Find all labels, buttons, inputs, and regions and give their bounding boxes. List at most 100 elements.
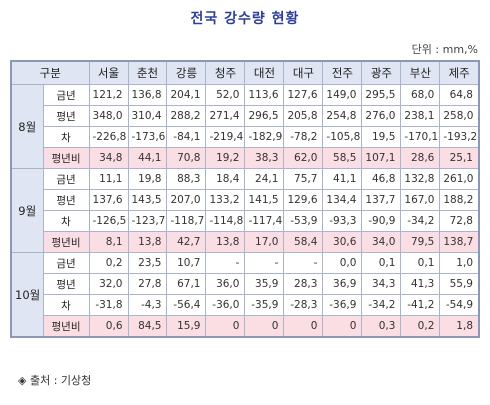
table-cell: 13,8 — [127, 231, 168, 253]
table-cell: 88,3 — [166, 168, 207, 190]
table-cell: 0 — [244, 315, 285, 338]
table-cell: 1,8 — [439, 315, 480, 338]
header-city: 광주 — [361, 60, 402, 85]
table-cell: 34,3 — [361, 273, 402, 295]
table-row: 평년비 34,8 44,1 70,8 19,2 38,3 62,0 58,5 107,1 28,6… — [11, 147, 480, 169]
row-label: 평년 — [42, 273, 90, 295]
table-cell: -173,6 — [127, 126, 168, 148]
table-cell: -219,4 — [205, 126, 246, 148]
table-cell: 121,2 — [88, 84, 129, 106]
header-row: 구분 서울 춘천 강릉 청주 대전 대구 전주 광주 부산 제주 — [10, 60, 480, 85]
table-cell: 0,3 — [361, 315, 402, 338]
table-row: 10월 금년 0,2 23,5 10,7- - -0,0 0,1 0,1 1,0 — [10, 252, 480, 338]
table-cell: 1,0 — [439, 252, 480, 274]
table-cell: 67,1 — [166, 273, 207, 295]
table-cell: 36,0 — [205, 273, 246, 295]
table-cell: 19,2 — [205, 147, 246, 169]
table-cell: -84,1 — [166, 126, 207, 148]
table-cell: 129,6 — [283, 189, 324, 211]
header-city: 전주 — [322, 60, 363, 85]
table-cell: 70,8 — [166, 147, 207, 169]
table-row: 평년 137,6 143,5 207,0 133,2 141,5 129,6 134,4 137… — [11, 189, 480, 211]
table-row: 9월 금년 11,1 19,8 88,3 18,4 24,1 75,7 41,1 46,8 132,… — [10, 168, 480, 253]
table-cell: 261,0 — [439, 168, 480, 190]
row-label: 평년비 — [42, 315, 90, 338]
table-cell: 36,9 — [322, 273, 363, 295]
table-cell: -4,3 — [127, 294, 168, 316]
table-cell: 107,1 — [361, 147, 402, 169]
month-label: 8월 — [10, 84, 44, 169]
page-title: 전국 강수량 현황 — [190, 11, 300, 27]
table-cell: 254,8 — [322, 105, 363, 127]
table-cell: -170,1 — [400, 126, 441, 148]
row-label: 차 — [42, 294, 90, 316]
table-cell: -182,9 — [244, 126, 285, 148]
table-cell: 35,9 — [244, 273, 285, 295]
table-cell: 238,1 — [400, 105, 441, 127]
table-row: 평년 348,0 310,4 288,2 271,4 296,5 205,8 254,8 276… — [11, 105, 480, 127]
table-cell: 25,1 — [439, 147, 480, 169]
table-cell: 207,0 — [166, 189, 207, 211]
header-city: 대구 — [283, 60, 324, 85]
table-cell: 42,7 — [166, 231, 207, 253]
table-cell: -56,4 — [166, 294, 207, 316]
row-label: 평년비 — [42, 231, 90, 253]
table-cell: -78,2 — [283, 126, 324, 148]
table-cell: 271,4 — [205, 105, 246, 127]
table-cell: 41,3 — [400, 273, 441, 295]
table-cell: 288,2 — [166, 105, 207, 127]
table-cell: 19,5 — [361, 126, 402, 148]
table-cell: 0,6 — [88, 315, 129, 338]
table-cell: -90,9 — [361, 210, 402, 232]
table-cell: 17,0 — [244, 231, 285, 253]
table-cell: 72,8 — [439, 210, 480, 232]
table-cell: 113,6 — [244, 84, 285, 106]
table-cell: 13,8 — [205, 231, 246, 253]
table-cell: 138,7 — [439, 231, 480, 253]
table-cell: 0,0 — [322, 252, 363, 274]
table-cell: 84,5 — [127, 315, 168, 338]
table-cell: 18,4 — [205, 168, 246, 190]
table-cell: 134,4 — [322, 189, 363, 211]
table-cell: -118,7 — [166, 210, 207, 232]
table-cell: 127,6 — [283, 84, 324, 106]
header-city: 제주 — [439, 60, 480, 85]
table-cell: -28,3 — [283, 294, 324, 316]
table-row: 차 -126,5 -123,7 -118,7 -114,8 -117,4 -53,9 -93,… — [11, 210, 480, 232]
table-row: 차 -31,8 -4,3 -56,4 -36,0 -35,9 -28,3 -36,9 -34,2… — [11, 294, 480, 316]
table-cell: -36,0 — [205, 294, 246, 316]
table-cell: 348,0 — [88, 105, 129, 127]
row-label: 금년 — [42, 252, 90, 274]
table-row: 평년비 8,1 13,8 42,7 13,8 17,0 58,4 30,6 34,0 79,5 13… — [11, 231, 480, 253]
table-cell: -54,9 — [439, 294, 480, 316]
table-cell: -53,9 — [283, 210, 324, 232]
table-cell: 11,1 — [88, 168, 129, 190]
table-cell: 28,6 — [400, 147, 441, 169]
table-cell: 137,6 — [88, 189, 129, 211]
header-city: 부산 — [400, 60, 441, 85]
table-cell: 296,5 — [244, 105, 285, 127]
precipitation-table: 구분 서울 춘천 강릉 청주 대전 대구 전주 광주 부산 제주 8월 금년 121… — [10, 60, 480, 338]
table-cell: 204,1 — [166, 84, 207, 106]
row-label: 금년 — [42, 168, 90, 190]
table-cell: -36,9 — [322, 294, 363, 316]
table-cell: 136,8 — [127, 84, 168, 106]
unit-label: 단위 : mm,% — [411, 43, 478, 56]
table-cell: - — [244, 252, 285, 274]
header-city: 강릉 — [166, 60, 207, 85]
table-cell: 58,5 — [322, 147, 363, 169]
table-cell: 132,8 — [400, 168, 441, 190]
header-city: 서울 — [88, 60, 129, 85]
table-cell: 188,2 — [439, 189, 480, 211]
table-cell: 62,0 — [283, 147, 324, 169]
table-cell: 34,8 — [88, 147, 129, 169]
table-cell: 32,0 — [88, 273, 129, 295]
table-cell: 205,8 — [283, 105, 324, 127]
table-cell: 143,5 — [127, 189, 168, 211]
table-cell: 58,4 — [283, 231, 324, 253]
row-label: 평년 — [42, 189, 90, 211]
table-cell: -117,4 — [244, 210, 285, 232]
table-cell: 0,2 — [400, 315, 441, 338]
table-cell: - — [283, 252, 324, 274]
table-cell: 141,5 — [244, 189, 285, 211]
